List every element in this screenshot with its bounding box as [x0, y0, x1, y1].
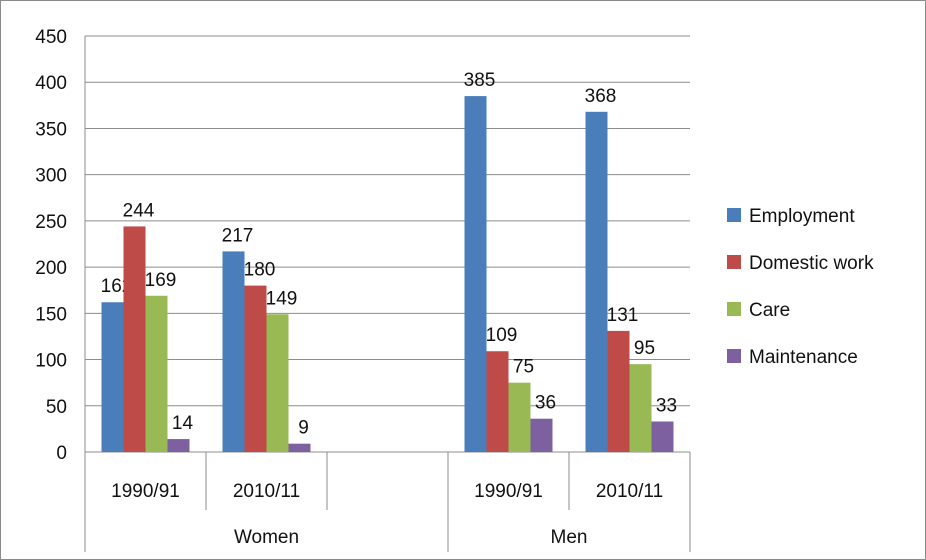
- data-label: 244: [123, 200, 155, 221]
- data-label: 368: [585, 86, 617, 107]
- data-label: 9: [298, 418, 309, 439]
- legend-swatch: [727, 255, 741, 269]
- bar-employment: [101, 302, 124, 452]
- bar-care: [145, 295, 168, 452]
- y-tick-label: 300: [35, 166, 67, 187]
- legend-label: Domestic work: [749, 253, 874, 274]
- data-label: 385: [464, 70, 496, 91]
- legend-label: Maintenance: [749, 347, 858, 368]
- y-tick-label: 0: [56, 443, 67, 464]
- x-tick-label: 1990/91: [474, 481, 543, 502]
- legend-swatch: [727, 302, 741, 316]
- y-tick-label: 350: [35, 119, 67, 140]
- legend-swatch: [727, 349, 741, 363]
- bar-employment: [585, 111, 608, 452]
- data-label: 95: [634, 338, 655, 359]
- bar-maintenance: [288, 443, 311, 452]
- data-label: 33: [656, 395, 677, 416]
- bar-employment: [464, 96, 487, 452]
- y-tick-label: 250: [35, 212, 67, 233]
- bar-care: [508, 382, 531, 452]
- bar-domestic-work: [244, 285, 267, 452]
- y-tick-label: 200: [35, 258, 67, 279]
- bar-domestic-work: [486, 351, 509, 452]
- bar-maintenance: [651, 421, 674, 452]
- legend-label: Care: [749, 300, 790, 321]
- y-tick-label: 50: [46, 397, 67, 418]
- data-label: 180: [244, 260, 276, 281]
- bar-maintenance: [530, 418, 553, 452]
- x-group-label: Women: [234, 527, 299, 548]
- y-tick-label: 400: [35, 73, 67, 94]
- y-tick-label: 100: [35, 351, 67, 372]
- data-label: 169: [145, 270, 177, 291]
- bar-employment: [222, 251, 245, 452]
- data-label: 131: [607, 305, 639, 326]
- y-tick-label: 150: [35, 304, 67, 325]
- legend-swatch: [727, 208, 741, 222]
- x-tick-label: 1990/91: [111, 481, 180, 502]
- data-label: 149: [266, 288, 298, 309]
- bar-domestic-work: [123, 226, 146, 452]
- bar-care: [629, 364, 652, 452]
- data-label: 75: [513, 357, 534, 378]
- y-tick-label: 450: [35, 27, 67, 48]
- data-label: 14: [172, 413, 194, 434]
- bar-domestic-work: [607, 330, 630, 452]
- legend-label: Employment: [749, 206, 855, 227]
- bar-care: [266, 314, 289, 452]
- data-label: 217: [222, 225, 254, 246]
- x-group-label: Men: [551, 527, 588, 548]
- data-label: 36: [535, 393, 556, 414]
- x-tick-label: 2010/11: [233, 481, 300, 502]
- x-tick-label: 2010/11: [596, 481, 663, 502]
- data-label: 109: [486, 325, 518, 346]
- bar-maintenance: [167, 439, 190, 452]
